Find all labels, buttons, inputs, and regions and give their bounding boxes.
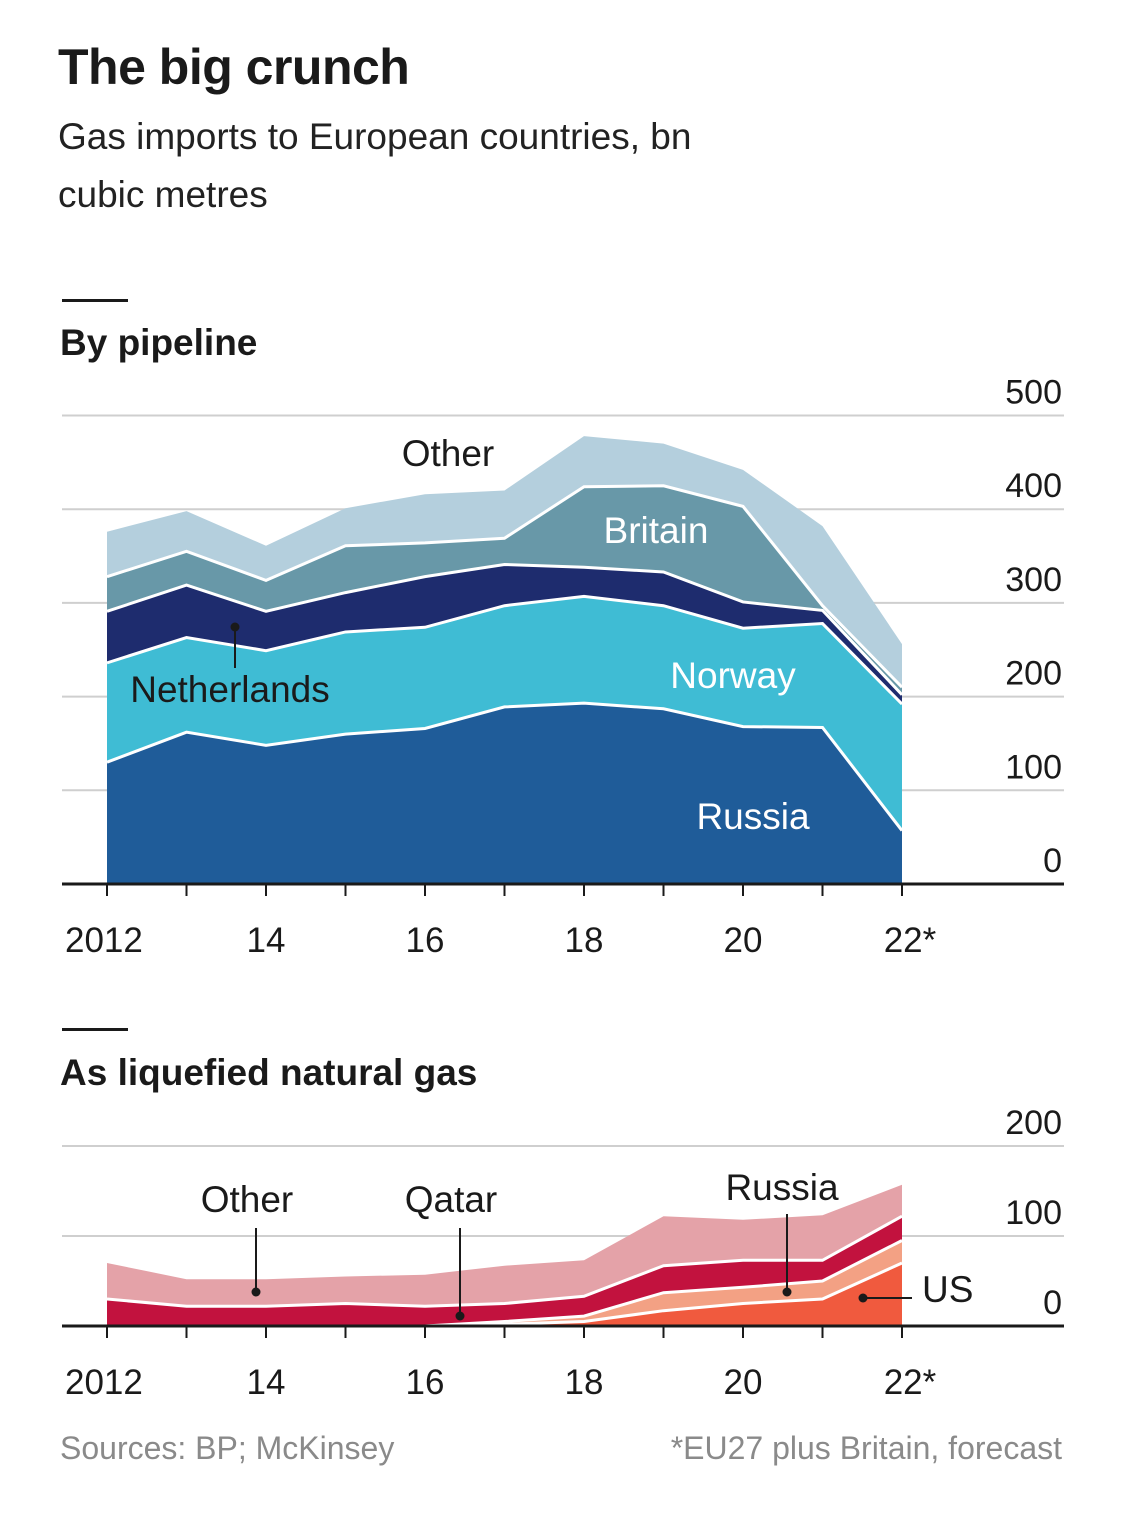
x-tick-label: 14: [247, 921, 286, 960]
label-us: US: [922, 1269, 973, 1310]
area-russia-pipe: [107, 703, 902, 884]
label-norway: Norway: [670, 655, 796, 696]
area-other-pipe: [107, 436, 902, 688]
area-norway-pipe: [107, 596, 902, 831]
x-tick-label: 18: [565, 1363, 604, 1402]
label-russia-lng: Russia: [725, 1167, 839, 1208]
other-lng-leader-dot: [251, 1287, 261, 1297]
series-boundary: [424, 1261, 903, 1328]
area-other-lng: [107, 1184, 902, 1307]
x-tick-label: 14: [247, 1363, 286, 1402]
series-boundary: [424, 1239, 903, 1328]
footnote: *EU27 plus Britain, forecast: [670, 1430, 1062, 1466]
x-tick-label: 20: [724, 921, 763, 960]
source-note: Sources: BP; McKinsey: [60, 1430, 395, 1466]
y-tick-label: 100: [1005, 1194, 1062, 1232]
section-title-lng: As liquefied natural gas: [60, 1052, 478, 1093]
x-tick-label: 2012: [65, 1363, 143, 1402]
chart-subtitle: Gas imports to European countries, bn cu…: [58, 116, 692, 215]
netherlands-leader-dot: [230, 622, 240, 632]
x-tick-label: 22*: [884, 921, 937, 960]
y-tick-label: 500: [1005, 374, 1062, 412]
area-russia-lng: [107, 1240, 902, 1326]
x-tick-label: 16: [406, 921, 445, 960]
y-tick-label: 0: [1043, 842, 1062, 880]
label-russia-pipeline: Russia: [696, 796, 810, 837]
x-tick-label: 16: [406, 1363, 445, 1402]
qatar-leader-dot: [455, 1311, 465, 1321]
y-tick-label: 200: [1005, 655, 1062, 693]
y-tick-label: 0: [1043, 1284, 1062, 1322]
label-other-pipeline: Other: [402, 433, 495, 474]
y-tick-label: 400: [1005, 467, 1062, 505]
y-tick-label: 200: [1005, 1104, 1062, 1142]
section-rule-lng: [62, 1028, 128, 1031]
label-other-lng: Other: [201, 1179, 294, 1220]
y-tick-label: 100: [1005, 748, 1062, 786]
series-boundary: [106, 484, 904, 689]
us-leader-dot: [858, 1293, 868, 1303]
series-boundary: [106, 1214, 903, 1308]
area-britain-pipe: [107, 485, 902, 695]
russia-lng-leader-dot: [782, 1287, 792, 1297]
x-tick-label: 2012: [65, 921, 143, 960]
x-tick-label: 18: [565, 921, 604, 960]
series-boundary: [106, 701, 904, 832]
y-tick-label: 300: [1005, 561, 1062, 599]
label-netherlands: Netherlands: [130, 669, 330, 710]
series-boundary: [106, 594, 904, 706]
area-us-lng: [107, 1263, 902, 1326]
x-tick-label: 22*: [884, 1363, 937, 1402]
section-rule-pipeline: [62, 299, 128, 302]
series-boundary: [106, 562, 904, 696]
label-britain: Britain: [604, 510, 709, 551]
area-netherlands-pipe: [107, 564, 902, 705]
x-tick-label: 20: [724, 1363, 763, 1402]
section-title-pipeline: By pipeline: [60, 322, 258, 363]
label-qatar: Qatar: [405, 1179, 498, 1220]
chart-title: The big crunch: [58, 39, 410, 95]
